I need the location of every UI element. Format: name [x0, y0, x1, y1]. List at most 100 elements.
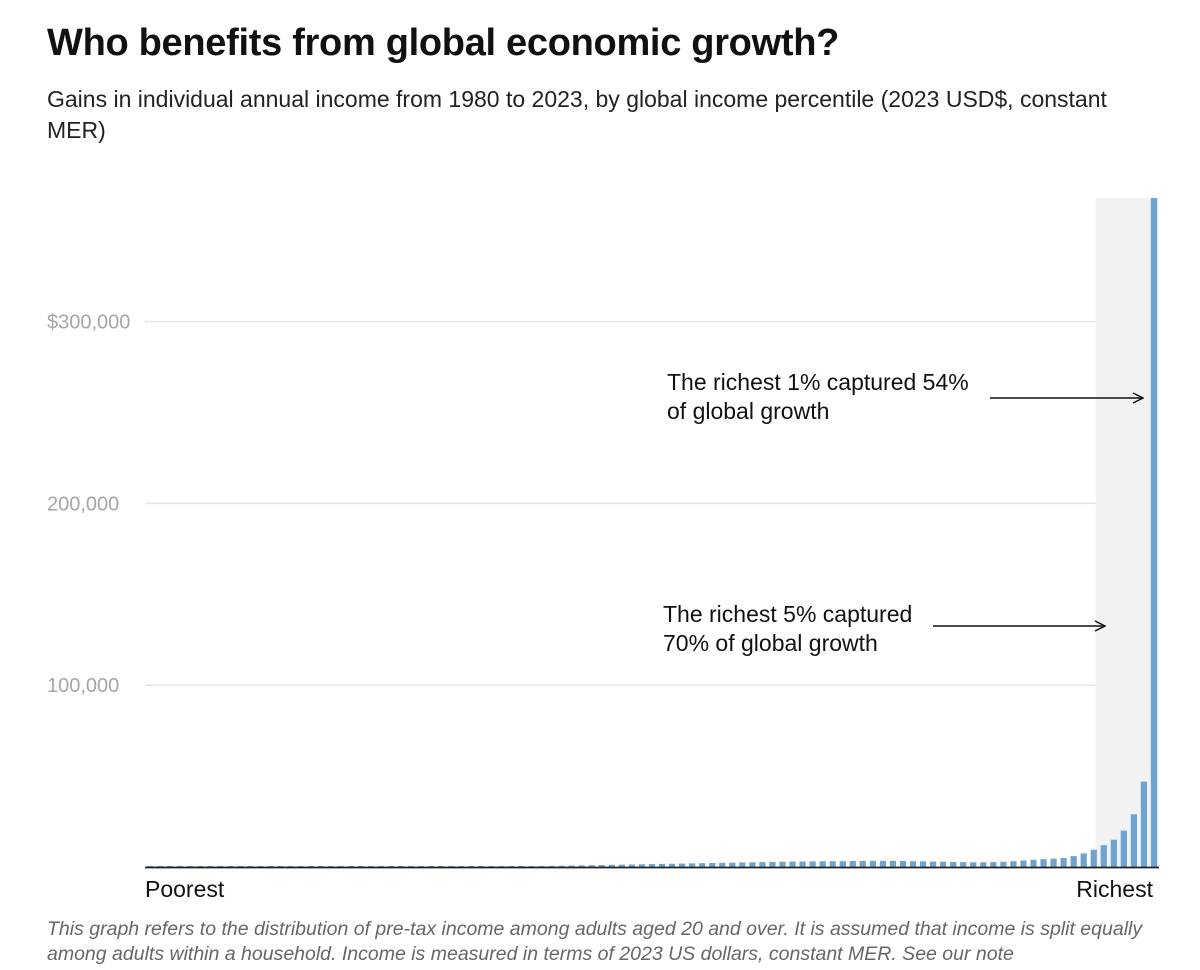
bar-percentile-47	[608, 864, 615, 867]
bar-percentile-97	[1110, 839, 1117, 867]
bar-percentile-49	[628, 864, 636, 867]
bar-percentile-54	[679, 863, 686, 867]
bar-percentile-38	[518, 866, 525, 867]
bar-percentile-93	[1070, 856, 1077, 867]
bar-percentile-63	[769, 861, 776, 867]
bar-percentile-12	[257, 866, 264, 867]
bar-percentile-101	[1150, 198, 1158, 867]
bar-percentile-37	[508, 866, 515, 867]
bar-percentile-48	[618, 864, 625, 867]
bar-percentile-29	[428, 866, 435, 867]
bar-percentile-89	[1030, 859, 1037, 867]
bar-percentile-55	[689, 863, 696, 867]
bar-percentile-24	[377, 866, 385, 867]
bar-percentile-79	[930, 861, 937, 867]
x-label-poorest: Poorest	[145, 876, 225, 902]
footnote: This graph refers to the distribution of…	[47, 918, 1143, 965]
bar-percentile-68	[819, 861, 826, 867]
bar-percentile-21	[347, 866, 354, 867]
bar-percentile-53	[668, 863, 676, 867]
bar-percentile-40	[538, 866, 545, 867]
bar-percentile-28	[417, 866, 425, 867]
bar-percentile-18	[317, 866, 324, 867]
bar-percentile-58	[719, 862, 726, 867]
bar-percentile-76	[899, 861, 907, 867]
bar-percentile-60	[739, 862, 746, 867]
bar-percentile-30	[438, 866, 445, 867]
bar-percentile-66	[799, 861, 806, 867]
bar-percentile-51	[648, 864, 656, 867]
bar-percentile-8	[217, 866, 224, 867]
bar-percentile-25	[387, 866, 395, 867]
bar-percentile-20	[337, 866, 344, 867]
chart-subtitle: Gains in individual annual income from 1…	[47, 86, 1107, 143]
bar-percentile-65	[789, 861, 796, 867]
bar-percentile-83	[970, 862, 977, 867]
bar-percentile-92	[1060, 857, 1067, 867]
bar-percentile-17	[307, 866, 314, 867]
bar-percentile-26	[397, 866, 405, 867]
bar-percentile-23	[367, 866, 374, 867]
bar-percentile-72	[859, 860, 866, 867]
bar-percentile-100	[1140, 781, 1148, 867]
bar-percentile-11	[247, 866, 254, 867]
annotation-top1-line1: The richest 1% captured 54%	[667, 369, 969, 395]
bar-percentile-71	[849, 861, 856, 867]
y-tick-label: 200,000	[47, 493, 119, 515]
bar-percentile-19	[327, 866, 334, 867]
income-gains-chart: 100,000 200,000 $300,000 Poorest Richest T…	[47, 198, 1159, 902]
bar-percentile-41	[548, 865, 555, 867]
bar-percentile-64	[779, 861, 786, 867]
bar-percentile-5	[187, 866, 194, 867]
bar-percentile-16	[297, 866, 304, 867]
bar-percentile-15	[287, 866, 294, 867]
bar-percentile-50	[638, 864, 646, 867]
bar-percentile-46	[598, 865, 605, 867]
bar-percentile-77	[909, 861, 917, 867]
bar-percentile-22	[357, 866, 364, 867]
bar-percentile-85	[990, 862, 997, 867]
bar-percentile-34	[478, 866, 485, 867]
bar-percentile-82	[960, 862, 967, 867]
y-tick-label: 100,000	[47, 675, 119, 697]
bar-percentile-14	[277, 866, 284, 867]
bar-percentile-86	[1000, 861, 1007, 867]
bar-percentile-36	[498, 866, 505, 867]
x-label-richest: Richest	[1076, 876, 1153, 902]
bar-percentile-99	[1130, 814, 1138, 867]
bar-percentile-59	[729, 862, 736, 867]
bar-percentile-88	[1020, 860, 1027, 867]
bar-percentile-32	[458, 866, 465, 867]
bar-percentile-70	[839, 861, 846, 867]
bar-percentile-87	[1010, 861, 1017, 867]
bar-percentile-69	[829, 861, 836, 867]
bar-percentile-52	[658, 863, 666, 867]
bar-percentile-73	[869, 860, 876, 867]
bar-percentile-81	[950, 861, 957, 867]
annotation-top5-line2: 70% of global growth	[663, 630, 878, 656]
bar-percentile-78	[919, 861, 927, 867]
bar-percentile-42	[558, 865, 565, 867]
bar-percentile-56	[699, 863, 706, 867]
bar-percentile-10	[237, 866, 244, 867]
bar-percentile-57	[709, 863, 716, 867]
bar-percentile-43	[568, 865, 575, 867]
bar-percentile-67	[809, 861, 816, 867]
bar-percentile-75	[889, 860, 897, 867]
bar-percentile-45	[588, 865, 595, 867]
annotation-top5-line1: The richest 5% captured	[663, 601, 912, 627]
bar-percentile-7	[207, 866, 214, 867]
bar-percentile-91	[1050, 858, 1057, 867]
bar-percentile-74	[879, 860, 887, 867]
bar-percentile-9	[227, 866, 234, 867]
bar-percentile-4	[177, 866, 184, 867]
bar-percentile-44	[578, 865, 585, 867]
bar-percentile-80	[940, 861, 947, 867]
bar-percentile-3	[166, 866, 174, 867]
bar-percentile-2	[156, 866, 164, 867]
bar-percentile-1	[146, 866, 154, 867]
bar-percentile-6	[197, 866, 204, 867]
bar-percentile-13	[267, 866, 274, 867]
bar-percentile-95	[1090, 849, 1097, 867]
chart-title: Who benefits from global economic growth…	[47, 22, 840, 64]
